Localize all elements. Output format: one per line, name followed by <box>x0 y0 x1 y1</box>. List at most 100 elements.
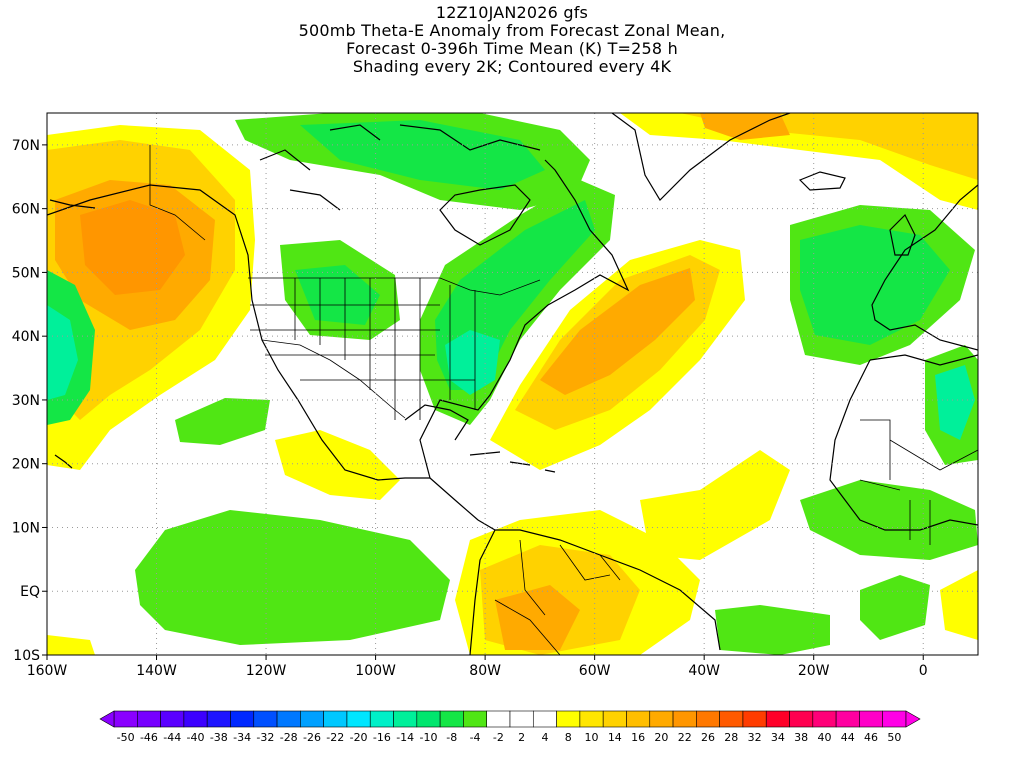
colorbar-swatch <box>323 710 348 728</box>
colorbar-swatch <box>509 710 534 728</box>
colorbar-label: 22 <box>678 731 692 744</box>
colorbar-label: -10 <box>419 731 437 744</box>
colorbar-label: -14 <box>396 731 414 744</box>
colorbar-label: -44 <box>163 731 181 744</box>
coastline-arctic-islands <box>259 124 541 211</box>
colorbar-swatch <box>393 710 418 728</box>
colorbar-label: 26 <box>701 731 715 744</box>
anomaly-region-europe-cool-core <box>800 225 950 345</box>
coastline-greenland <box>611 113 791 201</box>
anomaly-region-pacific-eq-cool <box>135 510 450 645</box>
colorbar-label: 38 <box>794 731 808 744</box>
anomaly-region-alaska-core <box>80 200 185 295</box>
colorbar-label: 14 <box>608 731 622 744</box>
x-tick-label: 100W <box>355 663 396 679</box>
colorbar-label: 28 <box>724 731 738 744</box>
x-tick-label: 140W <box>136 663 177 679</box>
colorbar-label: -28 <box>280 731 298 744</box>
anomaly-region-south-atlantic-warm <box>940 570 978 640</box>
colorbar-swatch <box>113 710 138 728</box>
colorbar-swatch <box>369 710 394 728</box>
colorbar-label: 50 <box>887 731 901 744</box>
colorbar-swatch <box>486 710 511 728</box>
coastline-europe <box>871 184 978 351</box>
y-tick-label: 30N <box>12 393 40 409</box>
x-tick-label: 20W <box>798 663 830 679</box>
title-line-1: 12Z10JAN2026 gfs <box>435 3 589 22</box>
colorbar-swatch <box>276 710 301 728</box>
coastline-iceland <box>798 171 846 191</box>
x-tick-label: 0 <box>919 663 928 679</box>
colorbar-swatch <box>439 710 464 728</box>
colorbar-swatch <box>579 710 604 728</box>
colorbar-label: 8 <box>565 731 572 744</box>
colorbar-swatch <box>230 710 255 728</box>
colorbar-swatch <box>789 710 814 728</box>
anomaly-region-greenland-orange <box>700 113 790 140</box>
x-tick-label: 120W <box>246 663 287 679</box>
colorbar-label: 34 <box>771 731 785 744</box>
colorbar-label: -46 <box>140 731 158 744</box>
colorbar-swatch <box>346 710 371 728</box>
colorbar-label: -38 <box>210 731 228 744</box>
colorbar-label: 32 <box>748 731 762 744</box>
colorbar-label: -40 <box>187 731 205 744</box>
anomaly-region-south-america-orange <box>495 585 580 650</box>
map-frame <box>46 112 979 656</box>
colorbar-label: 40 <box>817 731 831 744</box>
coastline-gulf-mexico <box>404 404 469 441</box>
border-africa-countries <box>859 419 978 545</box>
anomaly-region-pacific-cool-core <box>47 305 78 400</box>
border-us-states <box>250 278 476 420</box>
colorbar-label: -32 <box>256 731 274 744</box>
anomaly-region-arctic-cool-inner <box>300 120 545 190</box>
colorbar-swatch <box>463 710 488 728</box>
colorbar-max-arrow <box>905 710 921 728</box>
colorbar-label: -34 <box>233 731 251 744</box>
colorbar-swatch <box>882 710 907 728</box>
colorbar-label: -20 <box>350 731 368 744</box>
colorbar-label: -16 <box>373 731 391 744</box>
anomaly-region-atlantic-orange <box>540 268 695 395</box>
coastline-north-america-east <box>419 159 630 479</box>
border-us-mexico <box>261 339 406 419</box>
colorbar-label: 2 <box>518 731 525 744</box>
title-line-3: Forecast 0-396h Time Mean (K) T=258 h <box>346 39 678 58</box>
colorbar-label: -26 <box>303 731 321 744</box>
colorbar: -50 -46 -44 -40 -38 -34 -32 -28 -26 -22 -20 -16 -14-… <box>99 710 921 744</box>
coastline-alaska-islands <box>49 199 96 469</box>
anomaly-region-sw-pacific-warm <box>47 635 95 655</box>
colorbar-swatch <box>696 710 720 728</box>
anomaly-field <box>47 113 978 655</box>
colorbar-swatch <box>649 710 674 728</box>
coastline-hudson-bay <box>439 184 531 246</box>
colorbar-swatch <box>719 710 744 728</box>
anomaly-region-greenland-warm-inner <box>680 113 978 180</box>
x-tick-label: 160W <box>27 663 68 679</box>
y-tick-label: EQ <box>20 584 40 600</box>
coastline-south-america <box>469 529 721 655</box>
colorbar-swatch <box>160 710 185 728</box>
y-tick-label: 70N <box>12 138 40 154</box>
colorbar-label: 10 <box>585 731 599 744</box>
colorbar-label: 46 <box>864 731 878 744</box>
x-tick-label: 40W <box>688 663 720 679</box>
colorbar-swatch <box>532 710 557 728</box>
anomaly-region-mexico-warm <box>275 430 400 500</box>
x-tick-label: 80W <box>469 663 501 679</box>
colorbar-swatch <box>556 710 581 728</box>
y-tick-label: 10S <box>13 648 40 664</box>
anomaly-region-central-atlantic-warm <box>640 450 790 560</box>
anomaly-region-tropical-atlantic-cool <box>715 605 830 655</box>
y-axis: 10S EQ 10N 20N 30N 40N 50N 60N 70N <box>12 138 47 664</box>
colorbar-swatch <box>835 710 860 728</box>
colorbar-label: 4 <box>541 731 548 744</box>
colorbar-label: 44 <box>841 731 855 744</box>
y-tick-label: 50N <box>12 265 40 281</box>
colorbar-label: -8 <box>446 731 457 744</box>
title-line-2: 500mb Theta-E Anomaly from Forecast Zona… <box>298 21 726 40</box>
x-axis: 160W 140W 120W 100W 80W 60W 40W 20W 0 <box>27 655 928 679</box>
colorbar-swatch <box>300 710 324 728</box>
colorbar-label: -50 <box>117 731 135 744</box>
